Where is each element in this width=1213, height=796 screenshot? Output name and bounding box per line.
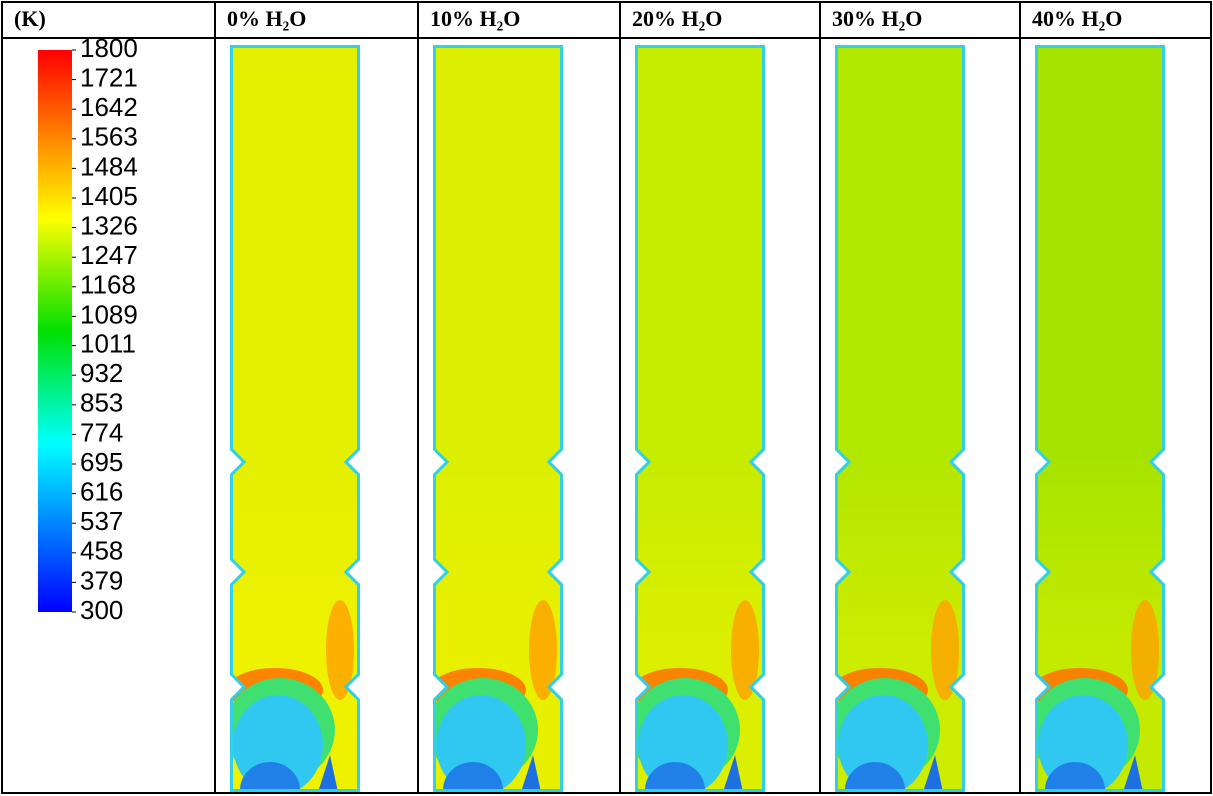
tick-label: 1326 xyxy=(80,210,138,240)
inlet-jet xyxy=(318,755,338,792)
hot-zone xyxy=(1131,600,1159,700)
wall-layer xyxy=(1035,45,1165,792)
tick-label: 300 xyxy=(80,595,123,625)
tick-label: 1011 xyxy=(80,328,136,358)
contour-panel xyxy=(1035,45,1165,792)
tick-label: 932 xyxy=(80,358,123,388)
tick-label: 1247 xyxy=(80,240,138,270)
wall-layer xyxy=(230,45,360,792)
header-cell: 40% H₂O xyxy=(1032,6,1122,31)
contour-panel xyxy=(433,45,563,792)
hot-zone xyxy=(731,600,759,700)
hot-zone xyxy=(326,600,354,700)
tick-label: 616 xyxy=(80,476,123,506)
tick-label: 1089 xyxy=(80,299,138,329)
header-cell: 0% H₂O xyxy=(227,6,306,31)
contour-panel xyxy=(635,45,765,792)
inlet-jet xyxy=(723,755,743,792)
tick-label: 695 xyxy=(80,447,123,477)
hot-zone xyxy=(931,600,959,700)
tick-label: 774 xyxy=(80,417,123,447)
tick-label: 1800 xyxy=(80,33,138,63)
wall-layer xyxy=(433,45,563,792)
panel-fill xyxy=(835,45,965,792)
panel-fill xyxy=(635,45,765,792)
header-cell: 10% H₂O xyxy=(430,6,520,31)
wall-layer xyxy=(835,45,965,792)
contour-panel xyxy=(230,45,360,792)
tick-label: 1721 xyxy=(80,62,138,92)
tick-label: 1405 xyxy=(80,181,138,211)
inlet-jet xyxy=(923,755,943,792)
tick-label: 1563 xyxy=(80,122,138,152)
contour-panel xyxy=(835,45,965,792)
tick-label: 1168 xyxy=(80,270,136,300)
inlet-jet xyxy=(1123,755,1143,792)
tick-label: 458 xyxy=(80,536,123,566)
tick-label: 1642 xyxy=(80,92,138,122)
header-cell: 20% H₂O xyxy=(632,6,722,31)
hot-zone xyxy=(529,600,557,700)
inlet-jet xyxy=(521,755,541,792)
wall-layer xyxy=(635,45,765,792)
header-cell: 30% H₂O xyxy=(832,6,922,31)
tick-label: 537 xyxy=(80,506,123,536)
header-cell: (K) xyxy=(14,6,46,31)
panel-fill xyxy=(230,45,360,792)
panel-fill xyxy=(1035,45,1165,792)
tick-label: 379 xyxy=(80,565,123,595)
tick-label: 1484 xyxy=(80,151,138,181)
panel-fill xyxy=(433,45,563,792)
tick-label: 853 xyxy=(80,388,123,418)
colorbar xyxy=(38,50,72,612)
